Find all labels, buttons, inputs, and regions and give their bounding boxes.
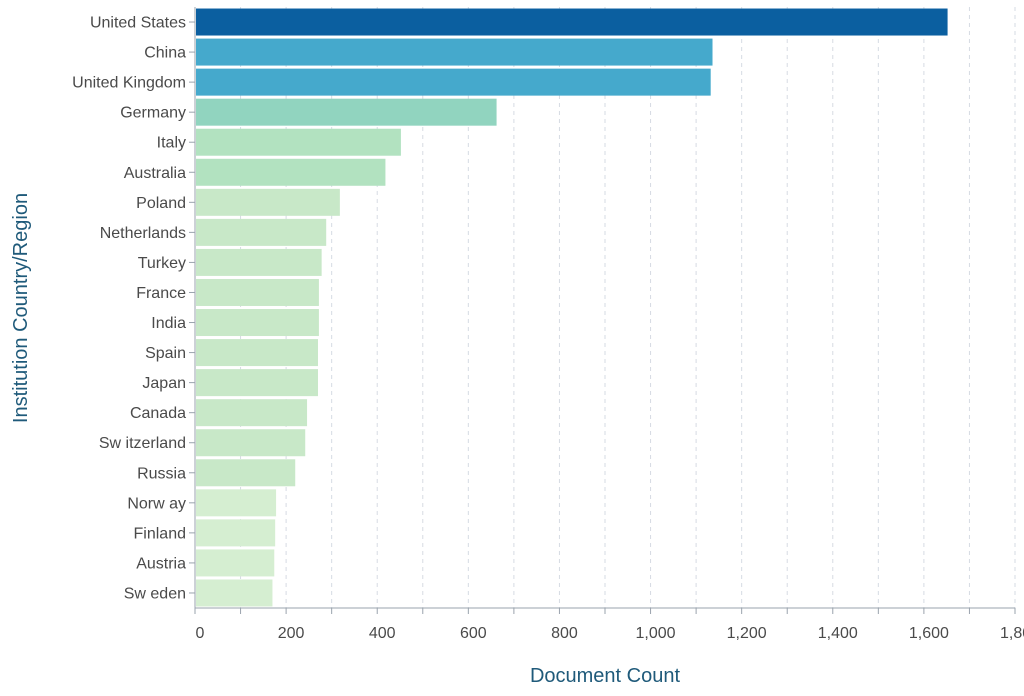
category-label: Canada <box>130 405 186 422</box>
x-tick-label: 1,800 <box>1000 625 1024 642</box>
category-label: Austria <box>136 555 186 572</box>
bar <box>196 158 386 186</box>
category-label: United States <box>90 15 186 32</box>
x-tick-label: 1,400 <box>818 625 858 642</box>
bar <box>196 38 713 66</box>
x-tick-label: 800 <box>551 625 578 642</box>
bar <box>196 68 711 96</box>
category-label: Italy <box>157 135 186 152</box>
bars <box>196 8 948 607</box>
bar <box>196 218 327 246</box>
x-tick-label: 1,000 <box>636 625 676 642</box>
x-tick-label: 1,600 <box>909 625 949 642</box>
category-label: United Kingdom <box>72 75 186 92</box>
category-label: China <box>144 45 186 62</box>
category-label: Poland <box>136 195 186 212</box>
bar <box>196 339 318 367</box>
x-tick-label: 200 <box>278 625 305 642</box>
category-label: Netherlands <box>100 225 186 242</box>
bar <box>196 248 322 276</box>
category-label: Spain <box>145 345 186 362</box>
x-tick-label: 0 <box>196 625 205 642</box>
y-axis-title: Institution Country/Region <box>10 193 32 423</box>
bar <box>196 459 296 487</box>
category-label: Germany <box>120 105 186 122</box>
category-label: France <box>136 285 186 302</box>
bar <box>196 549 275 577</box>
axes <box>194 7 1016 614</box>
bar <box>196 399 308 427</box>
bar <box>196 98 497 126</box>
bar <box>196 579 273 607</box>
category-label: Sw itzerland <box>99 435 186 452</box>
category-labels: United States China United Kingdom Germany I… <box>72 15 195 602</box>
x-tick-label: 1,200 <box>727 625 767 642</box>
x-tick-labels: 0 200 400 600 800 1,000 1,200 1,400 1,600 1,800 <box>196 625 1024 642</box>
bar <box>196 369 318 397</box>
bar <box>196 278 319 306</box>
category-label: Norw ay <box>127 495 186 512</box>
bar <box>196 429 306 457</box>
bar <box>196 188 340 216</box>
x-axis-title: Document Count <box>530 665 681 687</box>
x-tick-label: 400 <box>369 625 396 642</box>
category-label: Finland <box>134 525 186 542</box>
x-tick-label: 600 <box>460 625 487 642</box>
bar <box>196 8 948 36</box>
category-label: Japan <box>142 375 186 392</box>
category-label: India <box>151 315 186 332</box>
bar <box>196 128 401 156</box>
category-label: Australia <box>124 165 186 182</box>
category-label: Turkey <box>138 255 186 272</box>
bar <box>196 489 277 517</box>
category-label: Russia <box>137 465 186 482</box>
bar <box>196 519 276 547</box>
category-label: Sw eden <box>124 585 186 602</box>
grid-lines <box>240 7 1016 608</box>
bar <box>196 309 319 337</box>
